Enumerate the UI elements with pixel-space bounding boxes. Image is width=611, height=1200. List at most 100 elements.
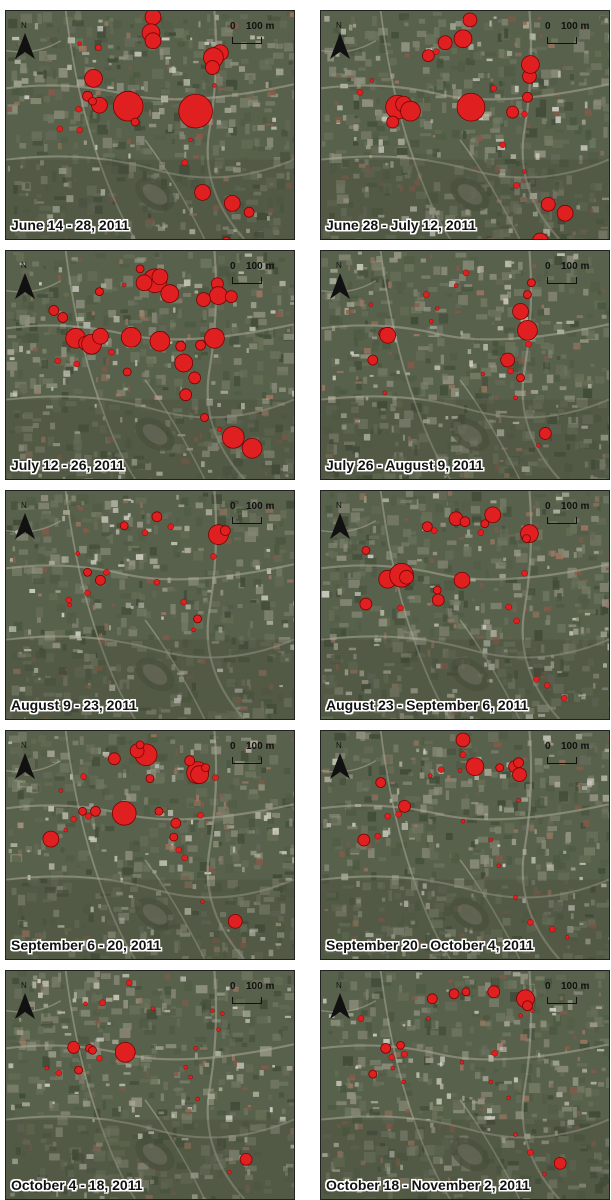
scale-bar-line xyxy=(232,997,262,1004)
case-circle xyxy=(478,530,484,536)
case-circle xyxy=(112,801,136,825)
case-circle xyxy=(422,50,434,62)
case-circle xyxy=(536,443,540,447)
case-circle xyxy=(460,1060,464,1064)
case-circle xyxy=(201,414,209,422)
case-circle xyxy=(381,1043,391,1053)
case-circle xyxy=(488,986,500,998)
case-circle xyxy=(227,1170,231,1174)
period-label: June 14 - 28, 2011 xyxy=(11,217,129,233)
north-label: N xyxy=(336,741,342,750)
case-circle xyxy=(142,530,148,536)
case-circle xyxy=(460,517,470,527)
period-label: September 20 - October 4, 2011 xyxy=(326,937,534,953)
case-circle xyxy=(491,85,497,91)
case-circle xyxy=(360,598,372,610)
case-circle xyxy=(380,327,396,343)
case-circle xyxy=(561,695,567,701)
case-circle xyxy=(527,1149,533,1155)
case-circle xyxy=(362,547,370,555)
case-circle xyxy=(433,49,439,55)
scale-bar-line xyxy=(547,37,577,44)
scale-zero-label: 0 xyxy=(230,981,236,992)
case-circle xyxy=(514,1133,518,1137)
scale-bar-line xyxy=(232,277,262,284)
case-circle xyxy=(513,304,529,320)
north-arrow-icon: N xyxy=(14,23,38,63)
case-circle xyxy=(57,126,63,132)
case-circle xyxy=(181,599,187,605)
case-circle xyxy=(522,92,532,102)
case-circle xyxy=(150,331,170,351)
north-label: N xyxy=(21,981,27,990)
scale-bar: 0 100 m xyxy=(230,981,286,1011)
case-circle xyxy=(161,285,179,303)
case-circle xyxy=(402,1051,408,1057)
case-circle xyxy=(108,349,114,355)
case-circle xyxy=(210,553,216,559)
scale-zero-label: 0 xyxy=(545,21,551,32)
period-label: October 4 - 18, 2011 xyxy=(11,1177,143,1193)
case-circle xyxy=(151,1007,155,1011)
scale-distance-label: 100 m xyxy=(246,981,274,992)
case-circle xyxy=(189,372,201,384)
case-circle xyxy=(369,1070,377,1078)
case-circle xyxy=(549,926,555,932)
scale-bar-line xyxy=(232,37,262,44)
case-circle xyxy=(530,1009,534,1013)
case-circle xyxy=(435,307,439,311)
case-circle xyxy=(152,269,168,285)
case-circle xyxy=(426,1017,430,1021)
case-circle xyxy=(358,834,370,846)
case-circle xyxy=(557,205,573,221)
case-circle xyxy=(481,372,485,376)
case-circle xyxy=(375,833,381,839)
case-circle xyxy=(95,288,103,296)
case-circle xyxy=(463,270,469,276)
case-circle xyxy=(433,586,441,594)
case-circle xyxy=(400,570,414,584)
case-circle xyxy=(197,293,211,307)
case-circle xyxy=(357,89,363,95)
case-circle xyxy=(84,568,92,576)
north-label: N xyxy=(336,501,342,510)
case-circle xyxy=(539,427,551,439)
case-circle xyxy=(368,355,378,365)
case-circle xyxy=(198,812,204,818)
case-circle xyxy=(222,237,230,239)
case-circle xyxy=(216,1028,220,1032)
north-arrow-icon: N xyxy=(329,983,353,1023)
case-circle xyxy=(460,752,466,758)
case-circle xyxy=(454,284,458,288)
case-circle xyxy=(68,1041,80,1053)
case-circle xyxy=(58,312,68,322)
case-circle xyxy=(554,1157,566,1169)
case-circle xyxy=(463,13,477,27)
period-label: August 23 - September 6, 2011 xyxy=(326,697,528,713)
scale-zero-label: 0 xyxy=(545,981,551,992)
case-circle xyxy=(55,358,61,364)
case-circle xyxy=(376,778,386,788)
scale-zero-label: 0 xyxy=(230,21,236,32)
case-circle xyxy=(182,160,188,166)
case-circle xyxy=(517,374,525,382)
case-circle xyxy=(74,361,80,367)
case-circle xyxy=(533,676,539,682)
case-circle xyxy=(131,118,139,126)
case-circle xyxy=(438,767,444,773)
case-circle xyxy=(429,319,433,323)
case-circle xyxy=(115,1042,135,1062)
case-circle xyxy=(192,628,196,632)
case-circle xyxy=(242,438,262,458)
case-circle xyxy=(397,1041,405,1049)
scale-bar-line xyxy=(547,517,577,524)
north-arrow-icon: N xyxy=(329,503,353,543)
case-circle xyxy=(449,989,459,999)
north-arrow-icon: N xyxy=(14,263,38,303)
case-circle xyxy=(456,733,470,747)
case-circle xyxy=(136,275,152,291)
